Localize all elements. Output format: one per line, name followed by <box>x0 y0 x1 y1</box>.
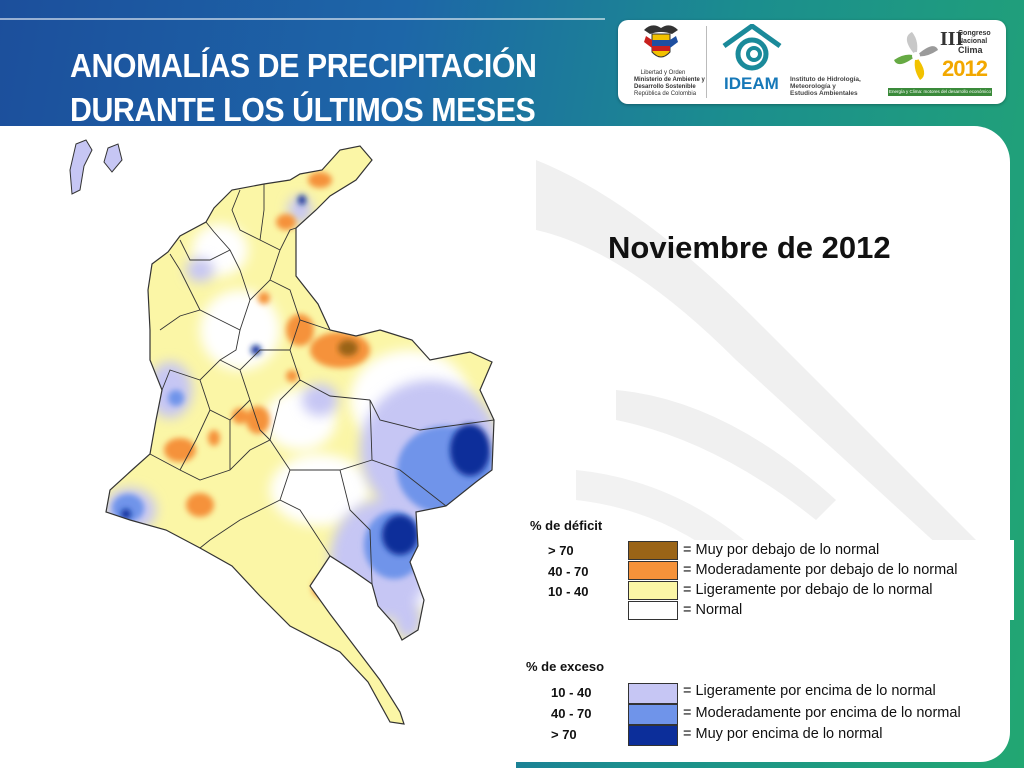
logos-banner: Libertad y Orden Ministerio de Ambiente … <box>618 20 1006 104</box>
san-andres-island <box>69 139 93 195</box>
title-line-2: DURANTE LOS ÚLTIMOS MESES <box>70 91 536 128</box>
congress-line-1: Congreso <box>958 30 991 37</box>
ideam-line-1: Instituto de Hidrología, <box>790 76 861 83</box>
flower-icon <box>894 32 938 80</box>
precipitation-anomaly-map <box>69 139 495 725</box>
excess-range-2: 40 - 70 <box>551 706 592 721</box>
legend-swatch-severe-excess <box>628 725 678 746</box>
congress-roman: III <box>940 28 964 50</box>
legend-label-severe-excess: = Muy por encima de lo normal <box>683 726 883 742</box>
ideam-logo-text: Instituto de Hidrología, Meteorología y … <box>790 76 861 97</box>
month-title: Noviembre de 2012 <box>608 230 891 265</box>
congress-logo-text: Congreso Nacional Clima <box>958 30 991 55</box>
legend-swatch-severe-deficit <box>628 541 678 560</box>
ideam-line-3: Estudios Ambientales <box>790 90 858 97</box>
deficit-range-2: 40 - 70 <box>548 564 589 579</box>
ministry-line-3: Desarrollo Sostenible <box>634 84 696 90</box>
legend-label-slight-excess: = Ligeramente por encima de lo normal <box>683 683 936 699</box>
excess-header: % de exceso <box>526 659 605 674</box>
ministry-line-2: Ministerio de Ambiente y <box>634 77 705 83</box>
ideam-line-2: Meteorología y <box>790 83 836 90</box>
legend-swatch-moderate-excess <box>628 704 678 725</box>
ideam-name: IDEAM <box>724 74 779 93</box>
header-rule <box>0 18 605 20</box>
deficit-range-1: > 70 <box>548 543 574 558</box>
legend-swatch-slight-deficit <box>628 581 678 600</box>
legend-background <box>518 540 1014 620</box>
legend-swatch-slight-excess <box>628 683 678 704</box>
providencia-island <box>103 143 123 173</box>
logo-divider <box>706 26 707 98</box>
title-line-1: ANOMALÍAS DE PRECIPITACIÓN <box>70 47 537 84</box>
slide-title: ANOMALÍAS DE PRECIPITACIÓN DURANTE LOS Ú… <box>70 44 537 132</box>
deficit-range-3: 10 - 40 <box>548 584 589 599</box>
excess-range-1: 10 - 40 <box>551 685 592 700</box>
legend-label-moderate-deficit: = Moderadamente por debajo de lo normal <box>683 562 958 578</box>
congress-line-3: Clima <box>958 45 983 55</box>
congress-line-2: Nacional <box>958 38 988 45</box>
ministry-logo-text: Libertad y Orden Ministerio de Ambiente … <box>634 70 705 98</box>
congress-year: 2012 <box>942 56 988 81</box>
colombia-coat-of-arms-icon <box>644 25 678 58</box>
legend-label-normal: = Normal <box>683 602 743 618</box>
ideam-swirl-icon <box>722 24 782 71</box>
legend-label-slight-deficit: = Ligeramente por debajo de lo normal <box>683 582 933 598</box>
congress-tagline: Energía y Clima: motores del desarrollo … <box>888 88 992 96</box>
legend-swatch-moderate-deficit <box>628 561 678 580</box>
deficit-header: % de déficit <box>530 518 603 533</box>
excess-range-3: > 70 <box>551 727 577 742</box>
legend-label-severe-deficit: = Muy por debajo de lo normal <box>683 542 880 558</box>
ministry-line-1: Libertad y Orden <box>640 70 686 76</box>
ministry-line-4: República de Colombia <box>634 91 697 97</box>
legend-label-moderate-excess: = Moderadamente por encima de lo normal <box>683 705 961 721</box>
legend-swatch-normal <box>628 601 678 620</box>
